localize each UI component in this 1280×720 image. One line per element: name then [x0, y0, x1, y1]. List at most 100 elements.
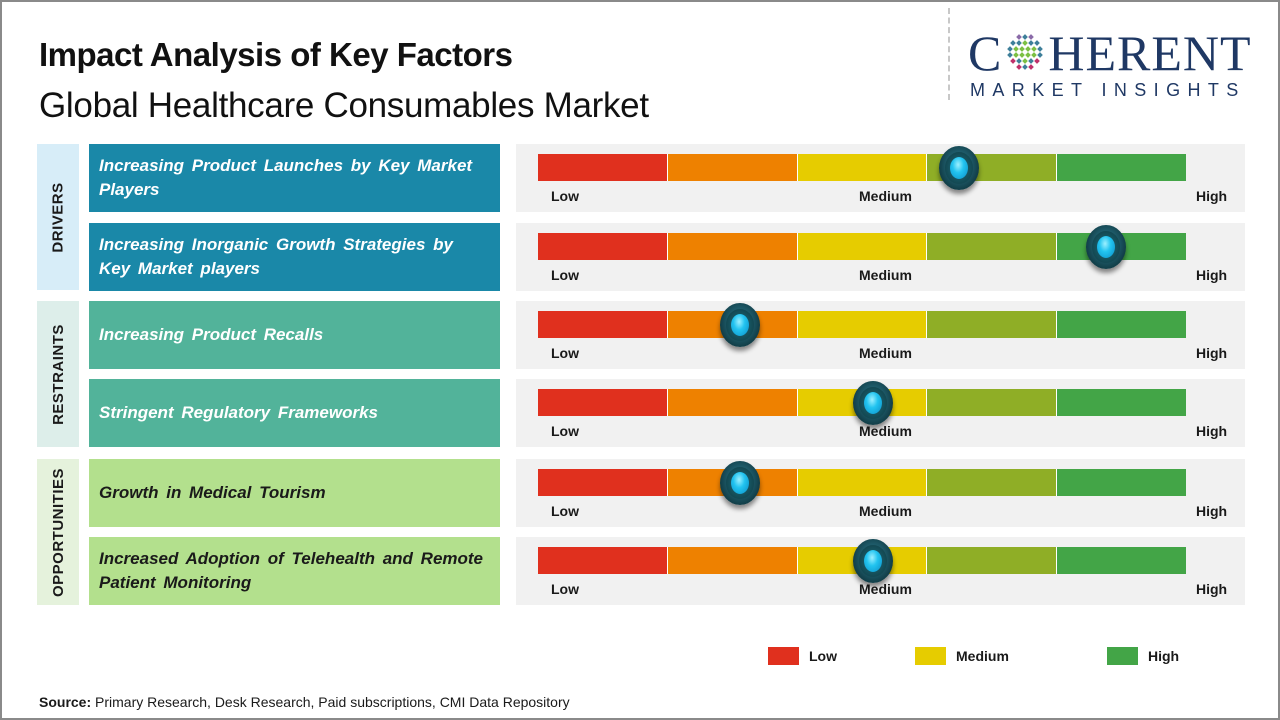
globe-dot — [1010, 40, 1017, 46]
impact-gauge: Low Medium High — [516, 301, 1245, 369]
legend-swatch — [1107, 647, 1138, 665]
scale-high-label: High — [1196, 581, 1228, 597]
impact-gauge: Low Medium High — [516, 379, 1245, 447]
logo-divider — [948, 8, 950, 100]
category-label: RESTRAINTS — [49, 323, 67, 425]
source-note: Source: Primary Research, Desk Research,… — [39, 694, 570, 710]
globe-dot — [1016, 34, 1023, 40]
scale-segment-2 — [667, 547, 798, 574]
impact-indicator-knob — [720, 460, 761, 505]
impact-gauge: Low Medium High — [516, 459, 1245, 527]
category-label: DRIVERS — [49, 181, 67, 253]
legend-label: Low — [809, 648, 837, 664]
impact-indicator-knob — [939, 145, 980, 190]
factor-label: Growth in Medical Tourism — [99, 483, 326, 502]
legend-item-low: Low — [768, 647, 837, 665]
brand-logo: C HERENT MARKET INSIGHTS — [968, 28, 1263, 103]
factor-box: Increasing Inorganic Growth Strategies b… — [89, 223, 500, 291]
globe-dot — [1010, 58, 1017, 64]
scale-segment-3 — [797, 233, 928, 260]
factor-label: Increasing Product Launches by Key Marke… — [99, 156, 473, 199]
scale-high-label: High — [1196, 267, 1228, 283]
logo-letter-c: C — [968, 25, 1003, 81]
scale-low-label: Low — [551, 503, 579, 519]
globe-dot — [1007, 52, 1014, 58]
legend-item-high: High — [1107, 647, 1179, 665]
scale-low-label: Low — [551, 345, 579, 361]
scale-segment-4 — [927, 311, 1058, 338]
scale-segment-4 — [927, 469, 1058, 496]
impact-indicator-knob — [1086, 224, 1127, 269]
factor-box: Increasing Product Recalls — [89, 301, 500, 369]
factor-label: Increased Adoption of Telehealth and Rem… — [99, 549, 484, 592]
scale-low-label: Low — [551, 267, 579, 283]
category-strip-restraints: RESTRAINTS — [37, 301, 79, 447]
dotted-globe-icon — [1007, 34, 1044, 70]
impact-indicator-knob — [853, 538, 894, 583]
impact-gauge: Low Medium High — [516, 537, 1245, 605]
legend-label: Medium — [956, 648, 1009, 664]
scale-segment-1 — [538, 547, 668, 574]
globe-dot — [1016, 40, 1023, 46]
impact-scale-bar — [538, 154, 1186, 181]
source-label: Source: — [39, 694, 92, 710]
category-strip-drivers: DRIVERS — [37, 144, 79, 290]
scale-segment-1 — [538, 233, 668, 260]
globe-dot — [1031, 52, 1038, 58]
impact-indicator-knob — [720, 302, 761, 347]
scale-segment-5 — [1057, 469, 1186, 496]
scale-segment-5 — [1057, 154, 1186, 181]
logo-wordmark: C HERENT — [968, 28, 1252, 78]
globe-dot — [1028, 58, 1035, 64]
factor-label: Increasing Product Recalls — [99, 325, 324, 344]
category-strip-opportunities: OPPORTUNITIES — [37, 459, 79, 605]
scale-high-label: High — [1196, 503, 1228, 519]
scale-low-label: Low — [551, 423, 579, 439]
scale-segment-1 — [538, 154, 668, 181]
scale-low-label: Low — [551, 581, 579, 597]
factor-label: Increasing Inorganic Growth Strategies b… — [99, 235, 453, 278]
factor-box: Growth in Medical Tourism — [89, 459, 500, 527]
scale-segment-3 — [797, 154, 928, 181]
globe-dot — [1022, 58, 1029, 64]
globe-dot — [1022, 64, 1029, 70]
globe-dot — [1016, 64, 1023, 70]
globe-dot — [1034, 40, 1041, 46]
globe-dot — [1028, 64, 1035, 70]
globe-dot — [1007, 46, 1014, 52]
globe-dot — [1037, 46, 1044, 52]
impact-scale-bar — [538, 233, 1186, 260]
source-text: Primary Research, Desk Research, Paid su… — [91, 694, 570, 710]
scale-segment-2 — [667, 233, 798, 260]
globe-dot — [1028, 34, 1035, 40]
factor-box: Stringent Regulatory Frameworks — [89, 379, 500, 447]
legend-item-medium: Medium — [915, 647, 1009, 665]
globe-dot — [1019, 52, 1026, 58]
logo-tagline: MARKET INSIGHTS — [970, 80, 1246, 100]
scale-high-label: High — [1196, 188, 1228, 204]
globe-dot — [1013, 52, 1020, 58]
scale-segment-5 — [1057, 389, 1186, 416]
impact-scale-bar — [538, 311, 1186, 338]
scale-medium-label: Medium — [859, 503, 912, 519]
category-label: OPPORTUNITIES — [49, 467, 67, 597]
legend-swatch — [915, 647, 946, 665]
scale-medium-label: Medium — [859, 345, 912, 361]
globe-dot — [1013, 46, 1020, 52]
legend-label: High — [1148, 648, 1180, 664]
scale-segment-1 — [538, 469, 668, 496]
globe-dot — [1019, 46, 1026, 52]
globe-dot — [1025, 46, 1032, 52]
scale-segment-4 — [927, 233, 1058, 260]
globe-dot — [1025, 52, 1032, 58]
globe-dot — [1034, 58, 1041, 64]
scale-medium-label: Medium — [859, 267, 912, 283]
impact-scale-bar — [538, 469, 1186, 496]
scale-low-label: Low — [551, 188, 579, 204]
scale-segment-5 — [1057, 547, 1186, 574]
scale-segment-4 — [927, 547, 1058, 574]
impact-indicator-knob — [853, 380, 894, 425]
logo-letters-rest: HERENT — [1048, 25, 1252, 81]
globe-dot — [1016, 58, 1023, 64]
